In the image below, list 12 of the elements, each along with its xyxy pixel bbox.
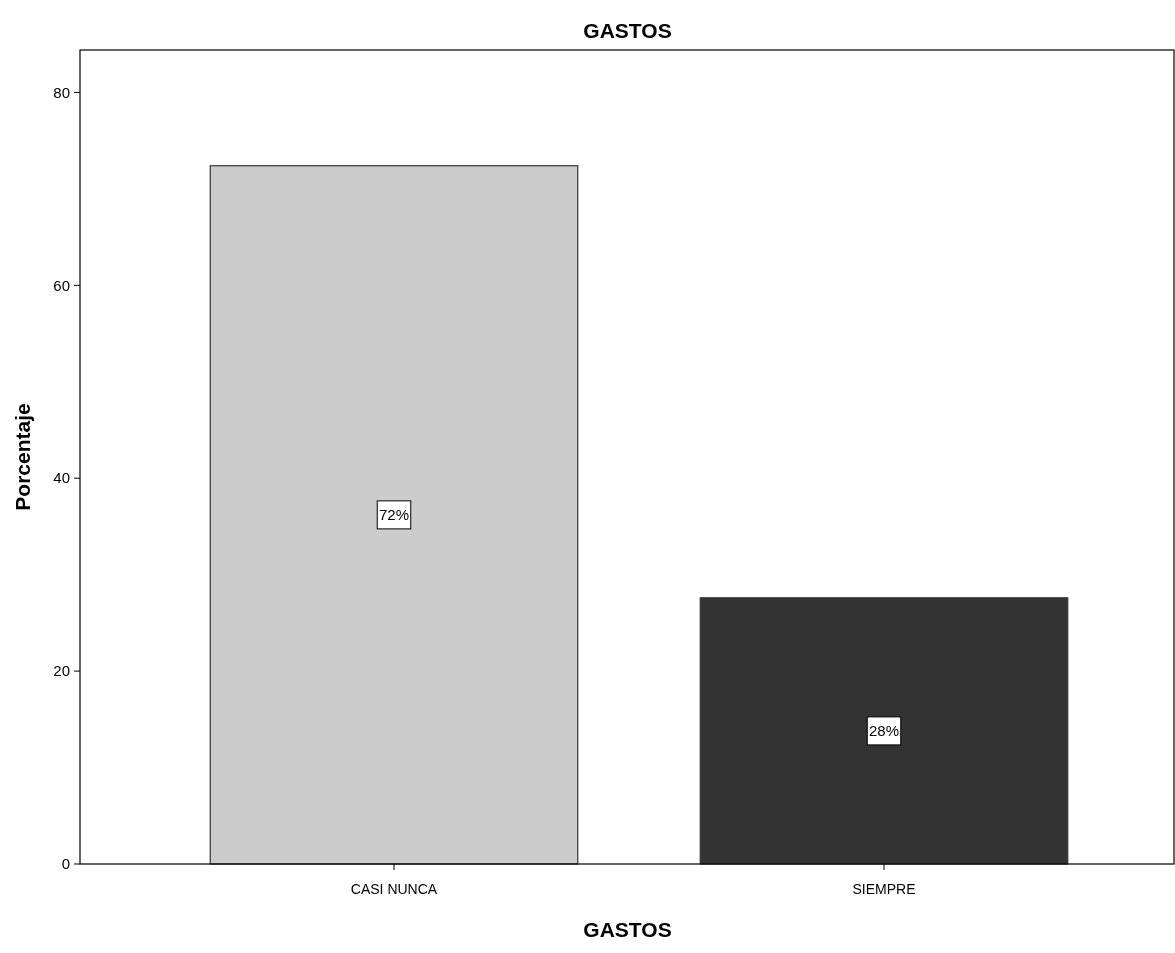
y-tick-label: 0 [61, 855, 70, 873]
y-tick-label: 40 [53, 469, 70, 487]
chart-title: GASTOS [583, 19, 672, 42]
y-tick-label: 60 [53, 276, 70, 294]
y-tick-label: 80 [53, 83, 70, 101]
x-axis-title: GASTOS [583, 918, 672, 941]
x-tick-label: CASI NUNCA [350, 881, 438, 897]
y-tick-label: 20 [53, 662, 70, 680]
x-tick-label: SIEMPRE [852, 881, 916, 897]
y-axis-title: Porcentaje [11, 403, 34, 511]
data-label: 28% [868, 722, 900, 740]
data-label: 72% [378, 506, 410, 524]
